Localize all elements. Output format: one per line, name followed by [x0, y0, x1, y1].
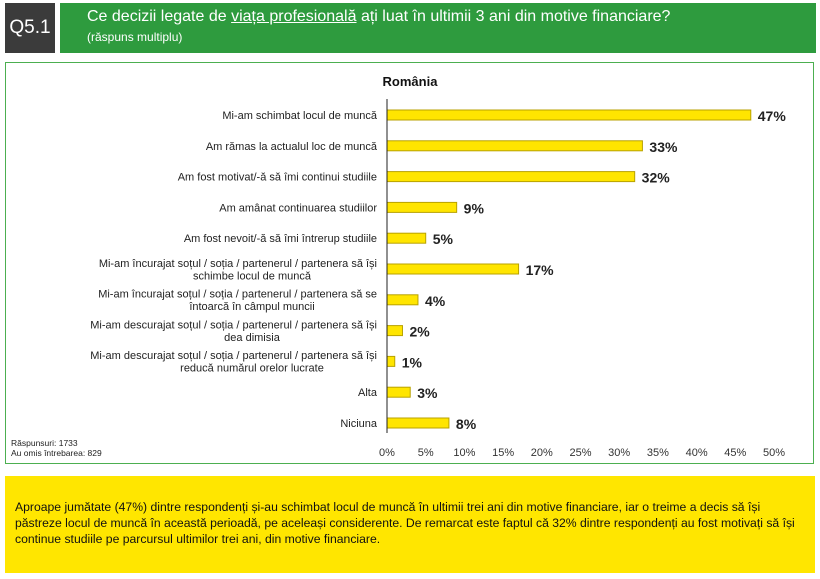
data-label: 3%	[417, 385, 438, 401]
title-part: ați luat în ultimii 3 ani din motive fin…	[356, 8, 671, 25]
x-tick-label: 0%	[379, 447, 395, 459]
category-label: Mi-am descurajat soțul / soția / partene…	[90, 350, 377, 362]
bar	[386, 325, 403, 337]
bar	[386, 417, 450, 429]
category-label: Niciuna	[340, 418, 378, 430]
bar	[386, 355, 396, 367]
bar	[386, 294, 419, 306]
x-tick-label: 15%	[492, 447, 514, 459]
footnote: Au omis întrebarea: 829	[11, 448, 102, 458]
bar-chart: România Mi-am schimbat locul de muncă 47% A…	[11, 74, 787, 459]
data-label: 33%	[649, 139, 678, 155]
data-label: 2%	[409, 324, 430, 340]
x-tick-label: 5%	[418, 447, 434, 459]
footnote: Răspunsuri: 1733	[11, 438, 78, 448]
summary-note: Aproape jumătate (47%) dintre respondenț…	[5, 476, 815, 573]
category-label: Am rămas la actualul loc de muncă	[206, 141, 378, 153]
data-label: 17%	[526, 262, 555, 278]
data-label: 4%	[425, 293, 446, 309]
chart-container: România Mi-am schimbat locul de muncă 47% A…	[5, 62, 814, 464]
data-label: 9%	[464, 200, 485, 216]
category-label: Mi-am schimbat locul de muncă	[222, 110, 378, 122]
category-label: Alta	[358, 387, 378, 399]
x-tick-label: 40%	[686, 447, 708, 459]
category-label: schimbe locul de muncă	[193, 270, 312, 282]
x-tick-label: 25%	[569, 447, 591, 459]
bar	[386, 140, 643, 152]
data-label: 5%	[433, 231, 454, 247]
x-tick-label: 35%	[647, 447, 669, 459]
x-tick-label: 20%	[531, 447, 553, 459]
data-label: 8%	[456, 416, 477, 432]
category-label: Am fost nevoit/-ă să îmi întrerup studii…	[184, 233, 377, 245]
category-label: dea dimisia	[224, 332, 281, 344]
title-part: Ce decizii legate de	[87, 8, 232, 25]
bar	[386, 171, 636, 183]
title-underlined: viața profesională	[231, 8, 357, 25]
data-label: 47%	[758, 108, 787, 124]
question-title: Ce decizii legate de viața profesională …	[87, 8, 816, 26]
chart-title: România	[383, 74, 439, 89]
x-tick-label: 10%	[453, 447, 475, 459]
x-tick-label: 50%	[763, 447, 785, 459]
x-tick-label: 30%	[608, 447, 630, 459]
category-label: Mi-am încurajat soțul / soția / partener…	[98, 289, 377, 301]
bar	[386, 201, 458, 213]
data-label: 32%	[642, 170, 671, 186]
bar	[386, 232, 427, 244]
data-label: 1%	[402, 354, 423, 370]
category-label: Mi-am descurajat soțul / soția / partene…	[90, 319, 377, 331]
category-label: reducă numărul orelor lucrate	[180, 363, 324, 375]
category-label: Am fost motivat/-ă să îmi continui studi…	[178, 172, 377, 184]
question-number: Q5.1	[5, 3, 55, 53]
category-label: Am amânat continuarea studiilor	[219, 202, 377, 214]
category-label: întoarcă în câmpul muncii	[188, 301, 314, 313]
category-label: Mi-am încurajat soțul / soția / partener…	[99, 258, 377, 270]
bar	[386, 263, 520, 275]
x-tick-label: 45%	[724, 447, 746, 459]
question-header: Ce decizii legate de viața profesională …	[60, 3, 816, 53]
question-subtitle: (răspuns multiplu)	[87, 30, 183, 44]
bar	[386, 386, 411, 398]
bar	[386, 109, 752, 121]
